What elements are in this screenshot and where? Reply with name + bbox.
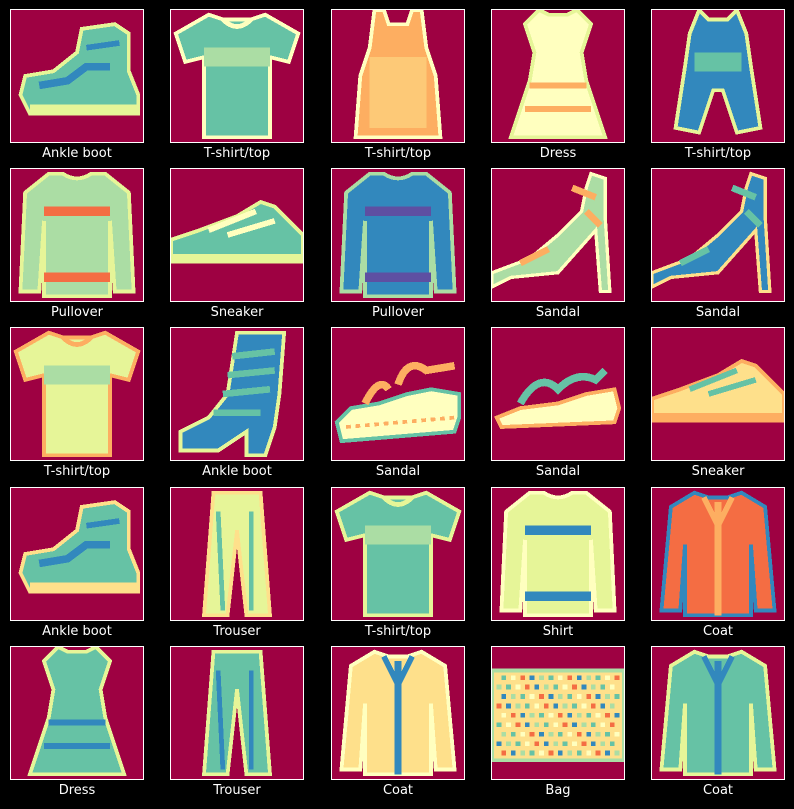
thumbnail-image: [10, 646, 144, 780]
image-caption: T-shirt/top: [684, 146, 752, 161]
coat-icon: [659, 490, 777, 618]
pullover-icon: [18, 171, 136, 299]
thumbnail-image: [491, 327, 625, 461]
ankle-boot-icon: [18, 22, 141, 116]
thumbnail-image: [651, 327, 785, 461]
image-caption: Trouser: [213, 624, 261, 639]
thumbnail-image: [491, 9, 625, 143]
thumbnail-image: [10, 168, 144, 302]
image-caption: T-shirt/top: [364, 624, 432, 639]
image-caption: Shirt: [542, 624, 574, 639]
thumbnail-image: [331, 487, 465, 621]
image-caption: T-shirt/top: [43, 464, 111, 479]
thumbnail-image: [10, 9, 144, 143]
sandal-icon: [494, 367, 622, 429]
image-caption: Sandal: [535, 305, 581, 320]
thumbnail-image: [10, 487, 144, 621]
thumbnail-image: [491, 646, 625, 780]
image-caption: Pullover: [50, 305, 104, 320]
coat-icon: [339, 649, 457, 777]
thumbnail-image: [651, 168, 785, 302]
thumbnail-image: [651, 487, 785, 621]
image-caption: Ankle boot: [202, 464, 272, 479]
ankle-boot-icon: [178, 330, 287, 458]
image-caption: Sneaker: [210, 305, 264, 320]
image-caption: T-shirt/top: [364, 146, 432, 161]
thumbnail-image: [170, 327, 304, 461]
thumbnail-image: [170, 646, 304, 780]
sneaker-icon: [652, 358, 784, 423]
image-caption: Sandal: [535, 464, 581, 479]
thumbnail-image: [170, 9, 304, 143]
t-shirt-icon: [334, 490, 462, 618]
t-shirt-icon: [173, 12, 301, 140]
image-caption: Dress: [58, 783, 96, 798]
image-caption: Coat: [702, 783, 734, 798]
t-shirt-icon: [13, 330, 141, 458]
thumbnail-image: [491, 487, 625, 621]
sneaker-icon: [171, 199, 303, 264]
thumbnail-image: [331, 9, 465, 143]
ankle-boot-icon: [18, 500, 141, 594]
image-caption: Sneaker: [691, 464, 745, 479]
thumbnail-image: [491, 168, 625, 302]
sandal-icon: [652, 171, 772, 294]
sandal-icon: [334, 361, 462, 444]
pullover-icon: [339, 171, 457, 299]
sandal-icon: [492, 171, 612, 294]
thumbnail-image: [170, 487, 304, 621]
thumbnail-image: [331, 327, 465, 461]
image-caption: Trouser: [213, 783, 261, 798]
shirt-icon: [499, 490, 617, 618]
image-caption: Coat: [382, 783, 414, 798]
image-caption: Sandal: [375, 464, 421, 479]
romper-icon: [673, 10, 763, 135]
thumbnail-image: [10, 327, 144, 461]
bag-icon: [492, 668, 624, 763]
image-caption: Dress: [539, 146, 577, 161]
coat-icon: [659, 649, 777, 777]
image-caption: T-shirt/top: [203, 146, 271, 161]
trouser-icon: [201, 649, 273, 777]
image-caption: Pullover: [371, 305, 425, 320]
thumbnail-image: [651, 9, 785, 143]
image-caption: Ankle boot: [42, 146, 112, 161]
thumbnail-image: [331, 168, 465, 302]
trouser-icon: [201, 490, 273, 618]
thumbnail-image: [331, 646, 465, 780]
dress-icon: [27, 647, 127, 777]
image-caption: Bag: [545, 783, 571, 798]
image-caption: Sandal: [695, 305, 741, 320]
image-caption: Ankle boot: [42, 624, 112, 639]
image-caption: Coat: [702, 624, 734, 639]
thumbnail-image: [170, 168, 304, 302]
thumbnail-image: [651, 646, 785, 780]
tank-top-icon: [353, 10, 443, 140]
dress-icon: [508, 10, 608, 140]
